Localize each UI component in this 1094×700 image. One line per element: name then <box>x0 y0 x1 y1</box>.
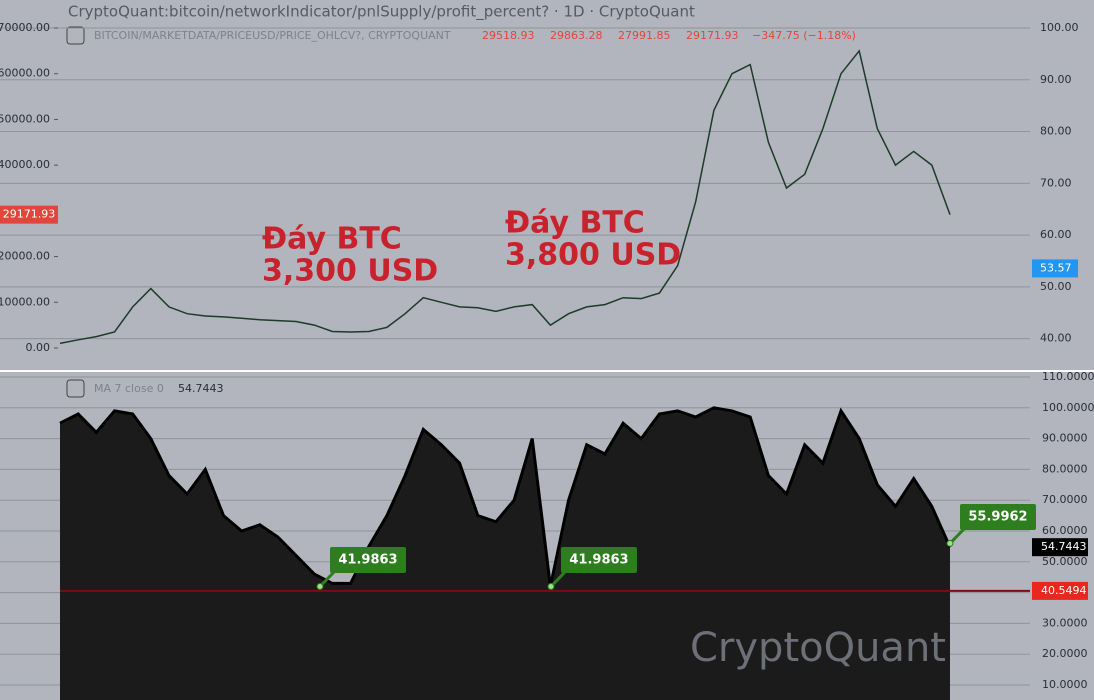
annotation: 3,300 USD <box>262 254 438 289</box>
last-value-badge <box>1032 538 1088 557</box>
y-tick-label: 50.0000 <box>1042 555 1088 568</box>
y2-tick-label: 40.00 <box>1040 332 1072 345</box>
y-tick-label: 10000.00 <box>0 295 50 308</box>
y-tick-label: 110.0000 <box>1042 370 1094 383</box>
y2-tick-label: 80.00 <box>1040 125 1072 138</box>
price-line <box>59 49 951 345</box>
y2-marker-badge <box>1032 259 1078 278</box>
callout-box <box>960 504 1036 530</box>
ohlc-low: 27991.85 <box>618 29 671 42</box>
y-tick-label: 60000.00 <box>0 67 50 80</box>
annotation: Đáy BTC <box>505 206 645 241</box>
y-tick-label: 60.0000 <box>1042 524 1088 537</box>
y-tick-label: 20.0000 <box>1042 647 1088 660</box>
chart-title: CryptoQuant:bitcoin/networkIndicator/pnl… <box>68 3 695 22</box>
threshold-badge <box>1032 581 1088 600</box>
collapse-button[interactable] <box>66 26 85 45</box>
y-tick-label: 50000.00 <box>0 112 50 125</box>
last-price-badge <box>0 205 58 224</box>
ohlc-high: 29863.28 <box>550 29 603 42</box>
legend-top: BITCOIN/MARKETDATA/PRICEUSD/PRICE_OHLCV?… <box>94 29 451 42</box>
threshold-label: 40.5494 <box>1041 584 1087 597</box>
last-value-label: 54.7443 <box>1041 540 1087 553</box>
y2-tick-label: 90.00 <box>1040 73 1072 86</box>
ohlc-close: 29171.93 <box>686 29 739 42</box>
annotation: 3,800 USD <box>505 238 681 273</box>
y-tick-label: 0.00 <box>26 341 51 354</box>
callout-point <box>316 582 324 590</box>
y2-tick-label: 100.00 <box>1040 21 1079 34</box>
collapse-button[interactable] <box>66 379 85 398</box>
y2-tick-label: 70.00 <box>1040 176 1072 189</box>
legend-bottom: MA 7 close 0 <box>94 382 164 395</box>
callout-label: 55.9962 <box>968 510 1027 525</box>
callout-box <box>330 547 406 573</box>
y-tick-label: 20000.00 <box>0 250 50 263</box>
ohlc-change: −347.75 (−1.18%) <box>752 29 856 42</box>
watermark: CryptoQuant <box>690 625 946 671</box>
y2-tick-label: 50.00 <box>1040 280 1072 293</box>
profit-line <box>59 406 952 587</box>
y-tick-label: 10.0000 <box>1042 678 1088 691</box>
y-tick-label: 80.0000 <box>1042 462 1088 475</box>
y-tick-label: 30.0000 <box>1042 616 1088 629</box>
callout-label: 41.9863 <box>569 553 628 568</box>
y-tick-label: 100.0000 <box>1042 401 1094 414</box>
y-tick-label: 70.0000 <box>1042 493 1088 506</box>
callout-label: 41.9863 <box>338 553 397 568</box>
callout-point <box>946 539 954 547</box>
last-price-label: 29171.93 <box>3 208 56 221</box>
y-tick-label: 90.0000 <box>1042 432 1088 445</box>
y2-tick-label: 60.00 <box>1040 228 1072 241</box>
y-tick-label: 70000.00 <box>0 21 50 34</box>
callout-box <box>561 547 637 573</box>
callout-point <box>547 582 555 590</box>
ohlc-open: 29518.93 <box>482 29 535 42</box>
annotation: Đáy BTC <box>262 222 402 257</box>
y2-marker-label: 53.57 <box>1040 261 1072 274</box>
profit-line-fill <box>60 407 950 700</box>
legend-value: 54.7443 <box>178 382 224 395</box>
y-tick-label: 40000.00 <box>0 158 50 171</box>
